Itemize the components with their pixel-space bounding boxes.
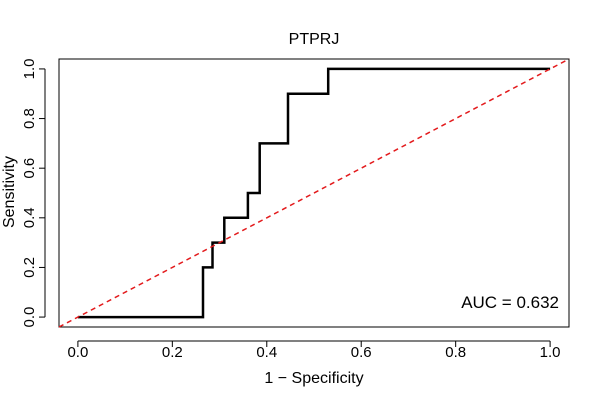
x-axis-label: 1 − Specificity <box>264 370 363 387</box>
y-tick-label: 0.2 <box>21 257 38 278</box>
plot-frame <box>58 58 570 328</box>
y-axis-label: Sensitivity <box>1 156 18 228</box>
x-tick-label: 0.6 <box>351 344 372 361</box>
x-tick-label: 0.8 <box>445 344 466 361</box>
x-tick-label: 0.0 <box>67 344 88 361</box>
x-tick-label: 1.0 <box>540 344 561 361</box>
y-tick-label: 0.4 <box>21 207 38 228</box>
x-tick-label: 0.2 <box>162 344 183 361</box>
roc-curve-line <box>77 67 551 319</box>
y-tick-label: 0.0 <box>21 307 38 328</box>
y-tick-label: 0.6 <box>21 158 38 179</box>
x-tick-label: 0.4 <box>256 344 277 361</box>
y-tick-label: 1.0 <box>21 58 38 79</box>
y-tick-label: 0.8 <box>21 108 38 129</box>
chance-diagonal-line <box>58 58 570 328</box>
chart-title: PTPRJ <box>289 31 340 48</box>
plot-area: 0.0 0.2 0.4 0.6 0.8 1.0 0.0 0.2 0.4 0.6 0.8 1.0 <box>21 58 570 361</box>
auc-annotation: AUC = 0.632 <box>461 293 559 312</box>
